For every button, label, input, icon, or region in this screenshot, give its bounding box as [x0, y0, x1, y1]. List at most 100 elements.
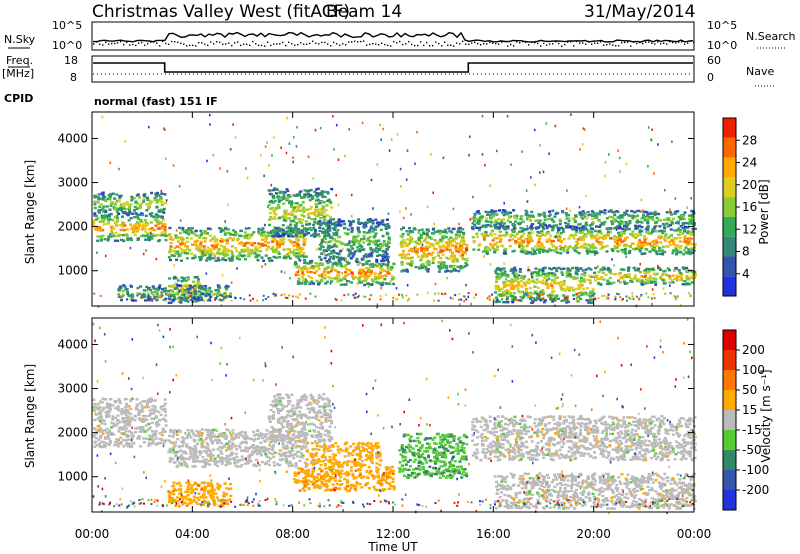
heatmap-cell [379, 246, 383, 249]
scatter-cell [410, 213, 412, 216]
heatmap-cell [292, 254, 296, 257]
heatmap-cell [440, 235, 444, 238]
colorbar-segment [723, 157, 736, 178]
heatmap-cell [304, 267, 308, 271]
heatmap-cell [550, 284, 554, 287]
near-range-cell [565, 297, 568, 299]
heatmap-cell [170, 285, 174, 288]
heatmap-cell [194, 234, 198, 237]
scatter-cell [314, 128, 317, 132]
heatmap-cell [433, 238, 437, 242]
heatmap-cell [451, 257, 455, 260]
heatmap-cell [179, 237, 183, 240]
near-range-cell [275, 294, 278, 297]
near-range-cell [530, 295, 532, 297]
near-range-cell [619, 296, 622, 299]
heatmap-cell [163, 226, 167, 229]
heatmap-cell [552, 245, 556, 248]
scatter-cell [651, 302, 653, 306]
heatmap-cell [293, 241, 296, 244]
heatmap-cell [335, 245, 339, 248]
heatmap-cell [297, 244, 301, 247]
scatter-cell [232, 123, 234, 126]
heatmap-cell [481, 215, 485, 219]
heatmap-cell [225, 288, 229, 291]
heatmap-cell [605, 217, 609, 220]
heatmap-cell [294, 261, 297, 264]
heatmap-cell [502, 272, 506, 276]
heatmap-cell [444, 230, 448, 233]
heatmap-cell [205, 259, 209, 262]
heatmap-cell [500, 211, 504, 214]
heatmap-cell [415, 242, 419, 245]
heatmap-cell [114, 235, 118, 238]
heatmap-cell [513, 296, 517, 299]
near-range-cell [183, 294, 186, 297]
heatmap-cell [235, 255, 239, 258]
heatmap-cell [582, 238, 585, 242]
heatmap-cell [622, 224, 626, 228]
heatmap-cell [295, 231, 299, 234]
heatmap-cell [185, 229, 189, 232]
heatmap-cell [381, 257, 385, 260]
heatmap-cell [210, 244, 214, 247]
heatmap-cell [208, 286, 212, 290]
heatmap-cell [277, 200, 281, 204]
heatmap-cell [194, 300, 198, 303]
heatmap-cell [392, 262, 396, 266]
heatmap-cell [675, 274, 679, 277]
heatmap-cell [223, 233, 227, 236]
heatmap-cell [400, 261, 404, 264]
heatmap-cell [287, 248, 291, 251]
heatmap-cell [571, 266, 575, 270]
near-range-cell [405, 294, 408, 297]
heatmap-cell [146, 202, 150, 206]
scatter-cell [267, 205, 269, 209]
heatmap-cell [197, 278, 200, 281]
nsearch-point [369, 43, 371, 46]
heatmap-cell [329, 215, 333, 219]
heatmap-cell [125, 235, 129, 238]
heatmap-cell [441, 230, 445, 234]
heatmap-cell [580, 226, 584, 229]
heatmap-cell [529, 236, 533, 240]
heatmap-cell [630, 278, 634, 281]
heatmap-cell [136, 215, 139, 218]
heatmap-cell [663, 227, 667, 230]
heatmap-cell [481, 250, 485, 254]
y-tick-label: 4000 [57, 131, 88, 145]
heatmap-cell [129, 294, 133, 297]
scatter-cell [277, 245, 280, 249]
heatmap-cell [161, 408, 165, 412]
heatmap-cell [685, 268, 689, 272]
heatmap-cell [145, 209, 149, 212]
heatmap-cell [266, 231, 270, 234]
heatmap-cell [337, 274, 341, 277]
heatmap-cell [517, 274, 521, 277]
scatter-cell [206, 159, 208, 163]
heatmap-cell [199, 293, 203, 296]
heatmap-cell [531, 247, 535, 250]
heatmap-cell [103, 217, 107, 221]
heatmap-cell [133, 205, 137, 209]
heatmap-cell [580, 273, 584, 276]
heatmap-cell [163, 202, 167, 205]
heatmap-cell [212, 256, 216, 260]
heatmap-cell [520, 275, 524, 278]
heatmap-cell [368, 218, 372, 221]
heatmap-cell [357, 278, 361, 281]
heatmap-cell [194, 241, 198, 244]
heatmap-cell [271, 208, 275, 211]
heatmap-cell [631, 230, 635, 233]
heatmap-cell [660, 229, 664, 232]
heatmap-cell [295, 271, 299, 274]
heatmap-cell [337, 240, 341, 243]
heatmap-cell [525, 227, 529, 231]
heatmap-cell [517, 241, 521, 244]
nsearch-point [291, 43, 293, 45]
colorbar-tick-label: 28 [742, 133, 757, 147]
heatmap-cell [239, 234, 243, 238]
heatmap-cell [364, 253, 368, 257]
heatmap-cell [346, 228, 350, 231]
heatmap-cell [373, 275, 377, 279]
